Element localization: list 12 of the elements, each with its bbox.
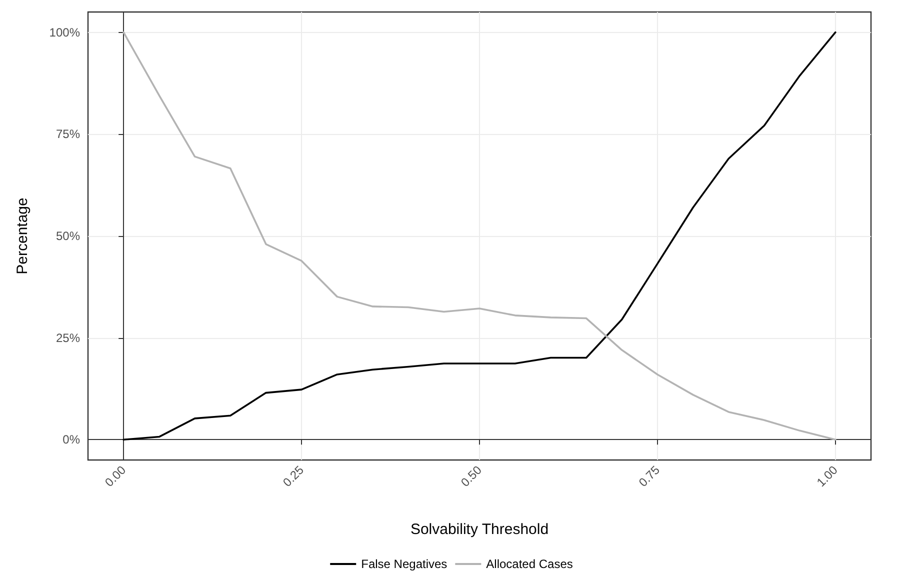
y-tick-label: 75%	[56, 127, 80, 142]
line-series	[122, 31, 836, 441]
y-tick-label: 0%	[62, 432, 80, 447]
legend-label: False Negatives	[361, 557, 448, 571]
legend-label: Allocated Cases	[486, 557, 573, 571]
x-tick-label: 0.00	[102, 462, 129, 490]
y-tick-label: 25%	[56, 330, 80, 345]
x-tick-label: 0.50	[458, 462, 485, 490]
y-tick-label: 100%	[49, 25, 80, 40]
x-axis-title: Solvability Threshold	[410, 521, 549, 538]
y-axis-title: Percentage	[14, 198, 31, 274]
y-tick-label: 50%	[56, 229, 80, 243]
